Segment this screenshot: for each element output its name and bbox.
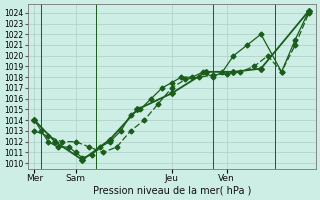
X-axis label: Pression niveau de la mer( hPa ): Pression niveau de la mer( hPa ): [92, 186, 251, 196]
